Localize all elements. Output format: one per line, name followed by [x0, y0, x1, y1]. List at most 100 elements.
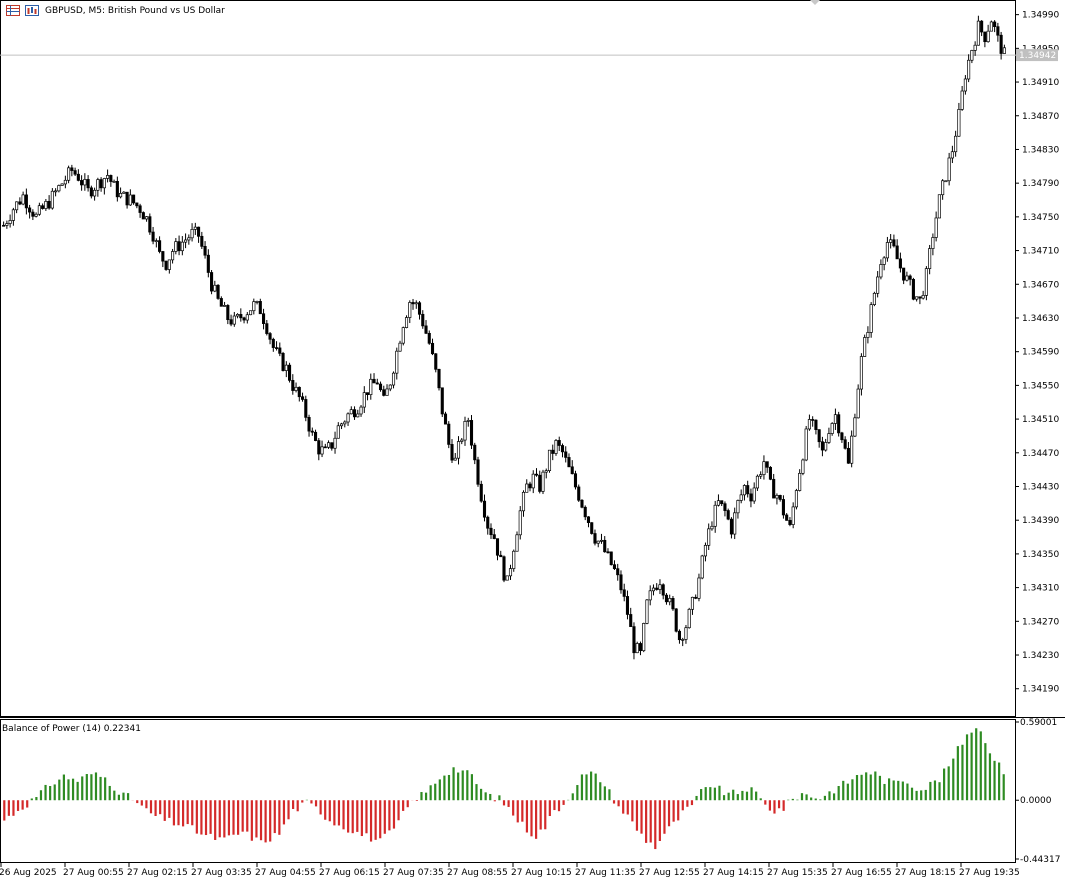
price-tick-label: 1.34590 [1022, 348, 1059, 358]
candle [177, 235, 181, 256]
time-tick-label: 27 Aug 11:35 [575, 868, 636, 877]
candle-body-up [388, 384, 392, 390]
candle-body-up [716, 500, 720, 506]
time-tick-label: 27 Aug 06:15 [319, 868, 380, 877]
candle-body-up [521, 491, 526, 512]
candle-body-down [785, 514, 789, 521]
candle [648, 585, 652, 606]
candle-body-down [629, 614, 633, 627]
candle [275, 341, 279, 351]
candle-body-up [232, 315, 236, 325]
candle-body-down [908, 275, 912, 280]
candle-body-down [210, 272, 214, 292]
candle-body-up [921, 295, 925, 299]
candle [846, 441, 850, 464]
candle [15, 201, 19, 214]
candle [268, 331, 272, 345]
candle [963, 75, 967, 95]
candle [632, 622, 636, 660]
candle-body-down [560, 445, 565, 453]
table-icon[interactable] [6, 5, 20, 16]
candle [817, 429, 821, 448]
candle [197, 226, 201, 243]
candle [976, 15, 980, 46]
candle [749, 488, 753, 508]
candle [525, 479, 529, 493]
current-price-label: 1.34942 [1019, 51, 1056, 61]
candle [515, 531, 519, 552]
candle-body-up [106, 175, 110, 179]
candle-body-up [187, 237, 191, 241]
candle [983, 31, 987, 48]
price-tick-label: 1.34270 [1022, 617, 1059, 627]
candle [892, 234, 896, 248]
candle-body-up [385, 388, 389, 396]
candle-body-down [573, 473, 578, 488]
price-tick-label: 1.34310 [1022, 584, 1059, 594]
candle-body-down [482, 500, 487, 518]
candle-body-down [902, 267, 906, 281]
price-tick-label: 1.34390 [1022, 516, 1059, 526]
candle-body-up [128, 194, 132, 206]
candle [606, 548, 610, 554]
candle [313, 429, 318, 442]
candle [668, 594, 672, 606]
candle [154, 238, 158, 248]
candle-body-up [775, 495, 779, 499]
candle-body-down [430, 342, 435, 355]
candle-body-down [911, 278, 915, 300]
candle [768, 466, 772, 481]
bid-line-group: 1.34942 [0, 49, 1058, 62]
candle [677, 629, 682, 644]
chart-shift-marker[interactable] [810, 0, 820, 5]
candle-body-down [132, 194, 136, 204]
candle [863, 334, 867, 357]
candle-body-down [814, 419, 818, 430]
candle [151, 226, 155, 245]
candle [570, 460, 574, 475]
candle [119, 187, 123, 199]
candle-body-up [957, 109, 961, 137]
candle [866, 326, 870, 344]
candle-body-up [223, 305, 227, 307]
candle [193, 222, 197, 235]
candle-body-up [801, 459, 805, 474]
candle [210, 269, 214, 295]
candle-body-up [515, 534, 519, 552]
candle-body-up [827, 433, 831, 443]
candle-body-up [960, 90, 964, 110]
candle-body-up [404, 317, 409, 328]
candle [125, 191, 129, 209]
candle-body-up [713, 504, 717, 527]
candle-body-up [889, 239, 893, 243]
candle [479, 480, 483, 503]
chart-window-icon[interactable] [25, 5, 39, 16]
candle [911, 277, 915, 301]
candle [122, 191, 126, 194]
candle-body-down [837, 414, 841, 434]
candle-body-down [567, 457, 571, 468]
candle-body-down [382, 389, 386, 396]
candle-body-up [343, 421, 347, 425]
candle-body-down [619, 574, 623, 591]
candle-body-up [905, 275, 909, 281]
candle-body-up [1002, 47, 1006, 54]
candle [521, 490, 526, 517]
candle-body-down [440, 387, 444, 415]
candle-body-up [8, 220, 12, 224]
indicator-title: Balance of Power (14) 0.22341 [2, 724, 141, 734]
candle [830, 422, 834, 436]
candle-body-down [427, 332, 431, 344]
candle-body-up [44, 201, 48, 209]
candle-body-up [762, 461, 766, 475]
candle [671, 596, 675, 611]
candle [746, 480, 750, 498]
candle [226, 304, 230, 325]
candle-body-down [489, 527, 493, 536]
candle [902, 267, 906, 285]
candle-body-up [119, 193, 123, 198]
candle [453, 453, 457, 461]
candle-body-up [67, 167, 71, 181]
